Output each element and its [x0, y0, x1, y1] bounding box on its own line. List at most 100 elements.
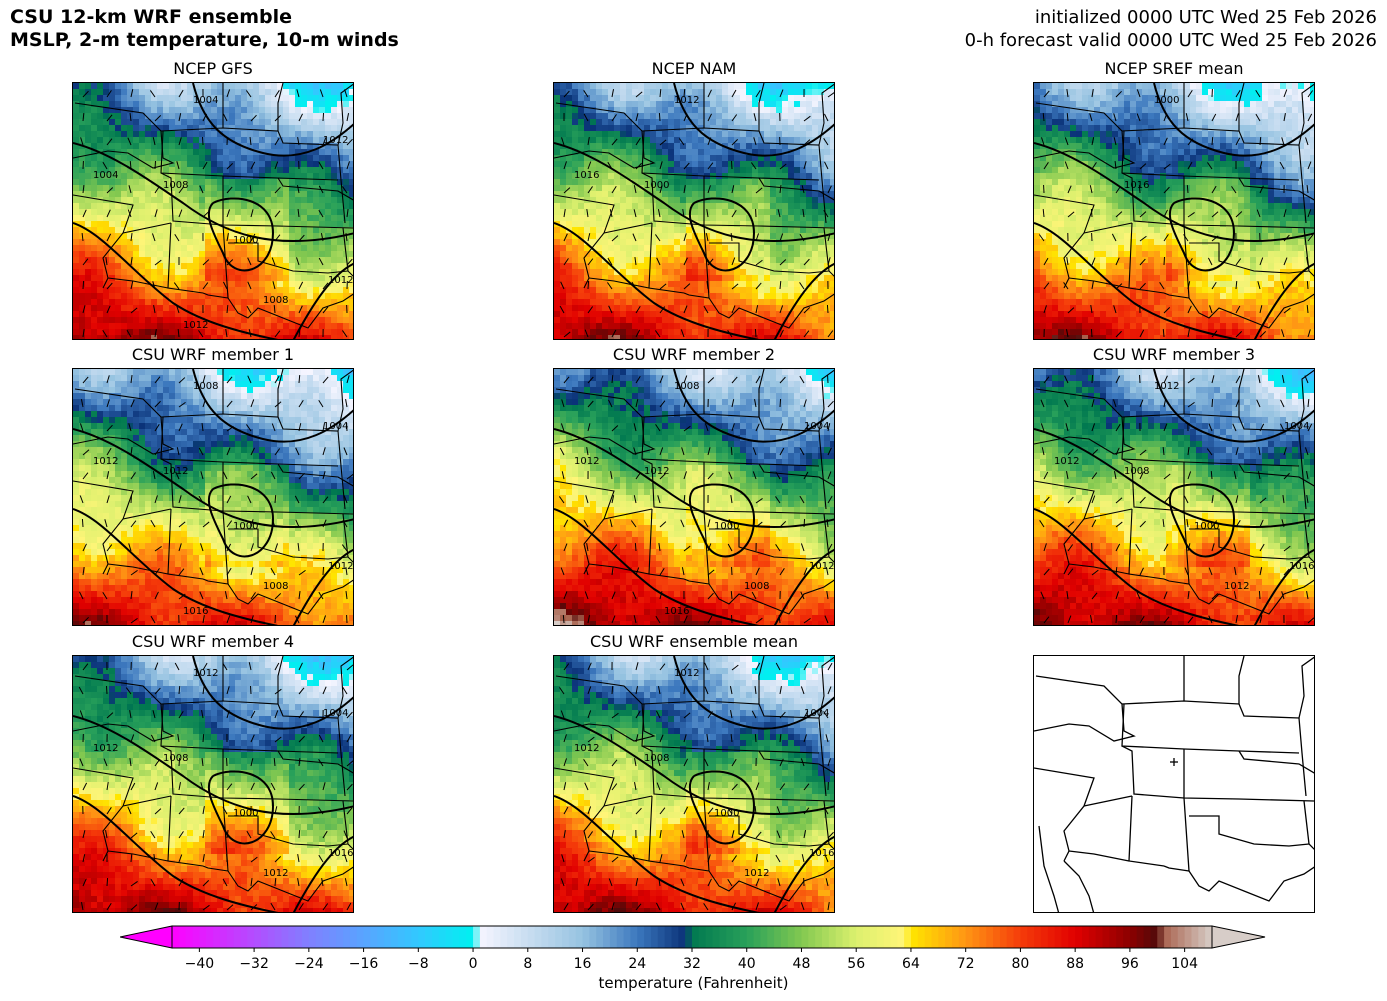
state-border — [1121, 656, 1245, 705]
colorbar-segment — [1061, 926, 1069, 948]
colorbar-segment — [445, 926, 454, 948]
isobar-label: 1000 — [233, 235, 258, 246]
colorbar-segment — [869, 926, 878, 948]
panel-title-gfs: NCEP GFS — [173, 59, 253, 78]
colorbar-segment — [767, 926, 775, 948]
isobar-label: 1016 — [1124, 180, 1149, 191]
isobar-label: 1016 — [809, 848, 834, 859]
panel-title-member3: CSU WRF member 3 — [1092, 345, 1256, 364]
colorbar-segment — [890, 926, 898, 948]
map-nam: 1012 1000 1016 — [553, 82, 835, 340]
wind-barbs — [80, 88, 353, 338]
wind-barbs — [79, 374, 353, 624]
isobar-label: 1016 — [1289, 561, 1314, 572]
colorbar-segment — [1034, 926, 1042, 948]
colorbar-segment — [630, 926, 638, 948]
colorbar-segment — [418, 926, 426, 948]
isobar-label: 1008 — [193, 381, 218, 392]
isobar-label: 1008 — [263, 581, 288, 592]
state-border — [1128, 795, 1165, 867]
isobars — [1034, 369, 1314, 625]
colorbar-segment — [172, 926, 180, 948]
isobar-label: 1012 — [744, 868, 769, 879]
panel-title-member1: CSU WRF member 1 — [131, 345, 295, 364]
colorbar-segment — [226, 926, 235, 948]
isobar-label: 1000 — [644, 180, 669, 191]
map-member4: 1012 1008 1012 1004 1000 1012 1016 — [72, 655, 354, 913]
colorbar-segment — [500, 926, 508, 948]
colorbar-segment — [835, 926, 844, 948]
colorbar-segment — [986, 926, 994, 948]
map-member2: 1008 1012 1012 1004 1000 1008 1012 1016 — [553, 368, 835, 626]
isobar-label: 1012 — [1154, 381, 1179, 392]
colorbar-segment — [267, 926, 276, 948]
colorbar-segment — [822, 926, 830, 948]
colorbar-segment — [336, 926, 344, 948]
colorbar-segment — [213, 926, 221, 948]
isobar-label: 1016 — [574, 170, 599, 181]
isobar-label: 1008 — [163, 753, 188, 764]
map-sref: 1000 1016 — [1033, 82, 1315, 340]
colorbar-segment — [459, 926, 467, 948]
colorbar-segment — [808, 926, 816, 948]
colorbar-segment — [555, 926, 563, 948]
colorbar-tick-label: 80 — [1012, 956, 1030, 972]
colorbar-tick-label: 72 — [957, 956, 975, 972]
colorbar-segment — [425, 926, 433, 948]
wind-barbs — [78, 661, 353, 911]
state-border — [1083, 795, 1133, 807]
colorbar-segment — [1027, 926, 1035, 948]
temperature-field-svg: 1012 1008 1012 1004 1000 1012 1016 — [554, 656, 834, 912]
colorbar-segment — [698, 926, 707, 948]
state-border — [1034, 675, 1136, 742]
location-marker-icon — [1170, 758, 1178, 766]
title-line-2: MSLP, 2-m temperature, 10-m winds — [10, 29, 399, 51]
colorbar-tick-label: 56 — [847, 956, 865, 972]
colorbar-segment — [1082, 926, 1090, 948]
isobar-label: 1008 — [263, 295, 288, 306]
colorbar: −40 −32 −24 −16 −8 0 8 16 24 32 40 48 56 64 72 80 88 96 10… — [119, 922, 1270, 976]
isobar-label: 1012 — [263, 868, 288, 879]
colorbar-segment — [1129, 926, 1138, 948]
forecast-times: initialized 0000 UTC Wed 25 Feb 2026 0-h… — [965, 6, 1377, 52]
colorbar-segment — [774, 926, 782, 948]
colorbar-segment — [520, 926, 529, 948]
colorbar-segment — [801, 926, 809, 948]
state-border — [1121, 745, 1314, 802]
colorbar-tick-label: −32 — [239, 956, 269, 972]
colorbar-segment — [910, 926, 919, 948]
colorbar-segment — [849, 926, 857, 948]
isobar-label: 1012 — [644, 466, 669, 477]
isobar-label: 1008 — [674, 381, 699, 392]
colorbar-max-arrow — [1211, 925, 1266, 949]
colorbar-segment — [384, 926, 392, 948]
colorbar-segment — [972, 926, 980, 948]
colorbar-segment — [473, 926, 481, 948]
colorbar-segment — [1088, 926, 1097, 948]
colorbar-segment — [938, 926, 946, 948]
colorbar-segment — [199, 926, 207, 948]
colorbar-segment — [904, 926, 912, 948]
colorbar-tick-label: −24 — [294, 956, 324, 972]
colorbar-segment — [397, 926, 406, 948]
temperature-field-svg: 1012 1000 1016 — [554, 83, 834, 339]
coastline — [1063, 860, 1095, 912]
colorbar-segment — [1040, 926, 1049, 948]
colorbar-segment — [247, 926, 255, 948]
colorbar-segment — [1170, 926, 1179, 948]
colorbar-segment — [466, 926, 474, 948]
colorbar-segment — [1143, 926, 1152, 948]
colorbar-tick-label: 104 — [1171, 956, 1198, 972]
colorbar-segment — [1150, 926, 1158, 948]
colorbar-segment — [1102, 926, 1110, 948]
colorbar-segment — [924, 926, 933, 948]
temperature-field-svg: 1012 1008 1012 1004 1000 1012 1016 — [1034, 369, 1314, 625]
wind-barbs — [559, 661, 834, 911]
colorbar-segment — [1047, 926, 1056, 948]
colorbar-segment — [1006, 926, 1015, 948]
colorbar-tick-label: 96 — [1121, 956, 1139, 972]
isobar-label: 1012 — [163, 466, 188, 477]
colorbar-segment — [883, 926, 892, 948]
colorbar-segment — [760, 926, 768, 948]
colorbar-segment — [1191, 926, 1199, 948]
